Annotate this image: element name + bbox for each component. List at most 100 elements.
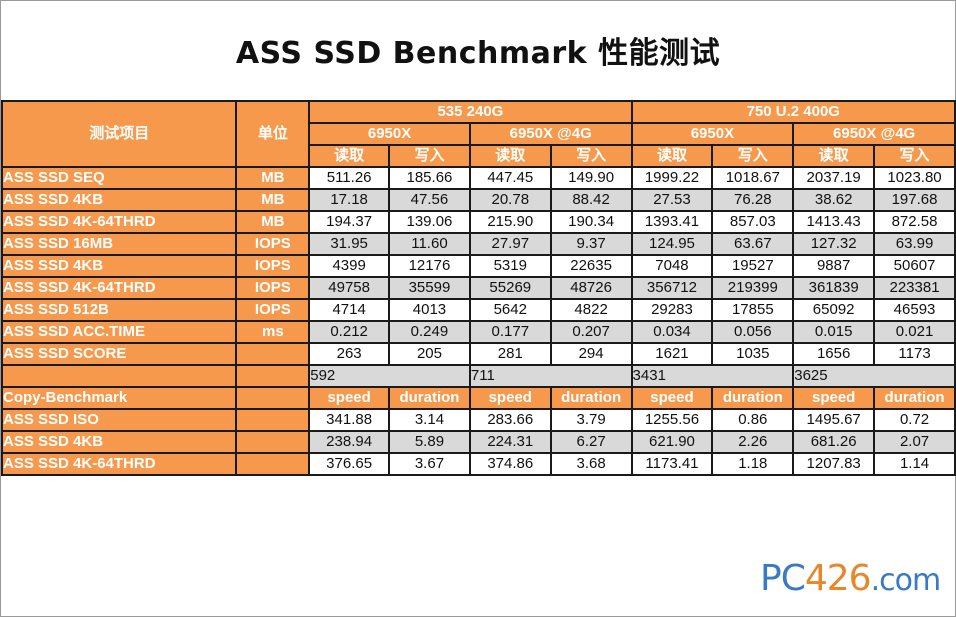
score-cell: 1656 — [792, 342, 876, 366]
value-cell: 1413.43 — [792, 210, 876, 234]
score-cell: 1173 — [873, 342, 956, 366]
row-label: ASS SSD 4K-64THRD — [0, 210, 238, 234]
header-write: 写入 — [549, 144, 633, 168]
value-cell: 1023.80 — [873, 166, 956, 190]
value-cell: 0.034 — [630, 320, 714, 344]
header-duration: duration — [388, 386, 471, 410]
score-cell: 1035 — [711, 342, 795, 366]
value-cell: 20.78 — [468, 188, 552, 212]
value-cell: 27.53 — [630, 188, 714, 212]
score-cell: 205 — [388, 342, 471, 366]
site-watermark-logo: PC426.com — [760, 558, 942, 601]
copy-benchmark-label: Copy-Benchmark — [0, 386, 238, 410]
value-cell: 27.97 — [468, 232, 552, 256]
value-cell: 0.015 — [792, 320, 876, 344]
table-row: ASS SSD SEQ MB 511.26 185.66 447.45 149.90 199… — [0, 166, 956, 190]
value-cell: 17855 — [711, 298, 795, 322]
value-cell: 361839 — [792, 276, 876, 300]
row-label: ASS SSD 512B — [0, 298, 238, 322]
value-cell: 149.90 — [549, 166, 633, 190]
copy-row: ASS SSD 4KB 238.94 5.89 224.31 6.27 621.90 2.2… — [0, 430, 956, 454]
header-read: 读取 — [468, 144, 552, 168]
row-label: ASS SSD 16MB — [0, 232, 238, 256]
row-unit: IOPS — [235, 298, 311, 322]
value-cell: 447.45 — [468, 166, 552, 190]
value-cell: 4822 — [549, 298, 633, 322]
value-cell: 197.68 — [873, 188, 956, 212]
header-platform: 6950X — [308, 122, 471, 146]
table-row: ASS SSD 4KB MB 17.18 47.56 20.78 88.42 27.53 76… — [0, 188, 956, 212]
value-cell: 0.207 — [549, 320, 633, 344]
value-cell: 65092 — [792, 298, 876, 322]
row-unit: IOPS — [235, 276, 311, 300]
watermark-part1: PC — [760, 558, 806, 599]
score-unit — [235, 342, 311, 366]
value-cell: 356712 — [630, 276, 714, 300]
value-cell: 5319 — [468, 254, 552, 278]
value-cell: 2037.19 — [792, 166, 876, 190]
copy-value-cell: 5.89 — [388, 430, 471, 454]
table-row: ASS SSD ACC.TIME ms 0.212 0.249 0.177 0.207 0.… — [0, 320, 956, 344]
copy-value-cell: 681.26 — [792, 430, 876, 454]
copy-row: ASS SSD ISO 341.88 3.14 283.66 3.79 1255.56 0.… — [0, 408, 956, 432]
value-cell: 0.249 — [388, 320, 471, 344]
value-cell: 1018.67 — [711, 166, 795, 190]
header-row-drives: 测试项目 单位 535 240G 750 U.2 400G — [0, 100, 956, 168]
table-row: ASS SSD 16MB IOPS 31.95 11.60 27.97 9.37 124.9… — [0, 232, 956, 256]
copy-value-cell: 341.88 — [308, 408, 391, 432]
value-cell: 12176 — [388, 254, 471, 278]
copy-value-cell: 2.26 — [711, 430, 795, 454]
total-cell: 711 — [468, 364, 633, 388]
score-cell: 1621 — [630, 342, 714, 366]
header-unit: 单位 — [235, 100, 311, 168]
value-cell: 7048 — [630, 254, 714, 278]
header-platform: 6950X — [630, 122, 795, 146]
value-cell: 185.66 — [388, 166, 471, 190]
value-cell: 4714 — [308, 298, 391, 322]
value-cell: 35599 — [388, 276, 471, 300]
copy-value-cell: 283.66 — [468, 408, 552, 432]
value-cell: 17.18 — [308, 188, 391, 212]
header-write: 写入 — [388, 144, 471, 168]
copy-value-cell: 376.65 — [308, 452, 391, 476]
copy-row-unit — [235, 408, 311, 432]
row-unit: ms — [235, 320, 311, 344]
copy-value-cell: 3.79 — [549, 408, 633, 432]
copy-value-cell: 3.14 — [388, 408, 471, 432]
header-speed: speed — [308, 386, 391, 410]
copy-value-cell: 621.90 — [630, 430, 714, 454]
value-cell: 4399 — [308, 254, 391, 278]
row-unit: MB — [235, 166, 311, 190]
table-row: ASS SSD 4K-64THRD IOPS 49758 35599 55269 4872… — [0, 276, 956, 300]
copy-value-cell: 238.94 — [308, 430, 391, 454]
header-platform: 6950X @4G — [468, 122, 633, 146]
copy-value-cell: 374.86 — [468, 452, 552, 476]
value-cell: 88.42 — [549, 188, 633, 212]
copy-value-cell: 224.31 — [468, 430, 552, 454]
total-unit — [235, 364, 311, 388]
value-cell: 50607 — [873, 254, 956, 278]
value-cell: 63.99 — [873, 232, 956, 256]
header-speed: speed — [792, 386, 876, 410]
row-unit: MB — [235, 188, 311, 212]
copy-row-unit — [235, 452, 311, 476]
value-cell: 29283 — [630, 298, 714, 322]
value-cell: 48726 — [549, 276, 633, 300]
copy-value-cell: 0.86 — [711, 408, 795, 432]
header-speed: speed — [630, 386, 714, 410]
header-drive: 535 240G — [308, 100, 633, 124]
value-cell: 857.03 — [711, 210, 795, 234]
copy-value-cell: 1207.83 — [792, 452, 876, 476]
total-cell: 3431 — [630, 364, 795, 388]
value-cell: 872.58 — [873, 210, 956, 234]
header-item: 测试项目 — [0, 100, 238, 168]
value-cell: 511.26 — [308, 166, 391, 190]
watermark-part3: .com — [870, 563, 942, 598]
value-cell: 215.90 — [468, 210, 552, 234]
copy-value-cell: 3.68 — [549, 452, 633, 476]
value-cell: 5642 — [468, 298, 552, 322]
benchmark-table: 测试项目 单位 535 240G 750 U.2 400G 6950X 6950X @4G… — [0, 100, 956, 476]
value-cell: 4013 — [388, 298, 471, 322]
table-row: ASS SSD 4KB IOPS 4399 12176 5319 22635 7048 195… — [0, 254, 956, 278]
total-cell: 592 — [308, 364, 471, 388]
